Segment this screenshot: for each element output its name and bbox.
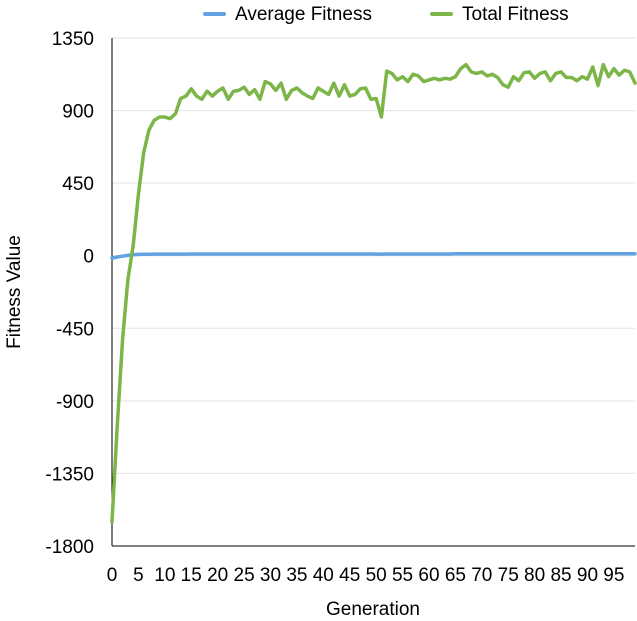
x-tick-label: 75	[498, 565, 519, 586]
x-tick-label: 55	[392, 565, 413, 586]
x-tick-label: 90	[577, 565, 598, 586]
y-tick-label: -900	[56, 392, 94, 413]
y-tick-label: 0	[83, 247, 94, 268]
series-lines	[110, 62, 637, 524]
y-tick-label: -450	[56, 319, 94, 340]
x-tick-label: 40	[313, 565, 334, 586]
x-axis-title: Generation	[326, 599, 420, 620]
x-tick-label: 20	[207, 565, 228, 586]
y-tick-label: 1350	[52, 29, 94, 50]
x-tick-label: 10	[154, 565, 175, 586]
x-tick-labels: 0 5 10 15 20 25 30 35 40 45 50 55 60 65 70 75 80 85 90 95	[107, 565, 625, 586]
axes	[111, 38, 635, 547]
y-tick-label: 900	[62, 102, 94, 123]
x-tick-label: 15	[181, 565, 202, 586]
x-tick-label: 5	[133, 565, 144, 586]
x-tick-label: 0	[107, 565, 118, 586]
y-tick-label: -1350	[45, 464, 94, 485]
x-tick-label: 50	[366, 565, 387, 586]
series-line-total-fitness	[110, 62, 637, 524]
x-tick-label: 95	[603, 565, 624, 586]
x-tick-label: 45	[339, 565, 360, 586]
legend-label-total-fitness: Total Fitness	[462, 4, 569, 25]
x-tick-label: 80	[524, 565, 545, 586]
x-tick-label: 70	[471, 565, 492, 586]
y-axis-title: Fitness Value	[4, 235, 25, 349]
legend-label-average-fitness: Average Fitness	[235, 4, 372, 25]
y-tick-label: -1800	[45, 537, 94, 558]
x-tick-label: 35	[286, 565, 307, 586]
series-line-average-fitness	[110, 252, 637, 260]
x-tick-label: 65	[445, 565, 466, 586]
y-tick-labels: 1350 900 450 0 -450 -900 -1350 -1800	[45, 29, 94, 558]
x-tick-label: 25	[234, 565, 255, 586]
x-tick-label: 85	[550, 565, 571, 586]
x-tick-label: 60	[418, 565, 439, 586]
y-tick-label: 450	[62, 174, 94, 195]
legend: Average Fitness Total Fitness	[203, 4, 569, 25]
grid-lines	[112, 37, 635, 547]
x-tick-label: 30	[260, 565, 281, 586]
